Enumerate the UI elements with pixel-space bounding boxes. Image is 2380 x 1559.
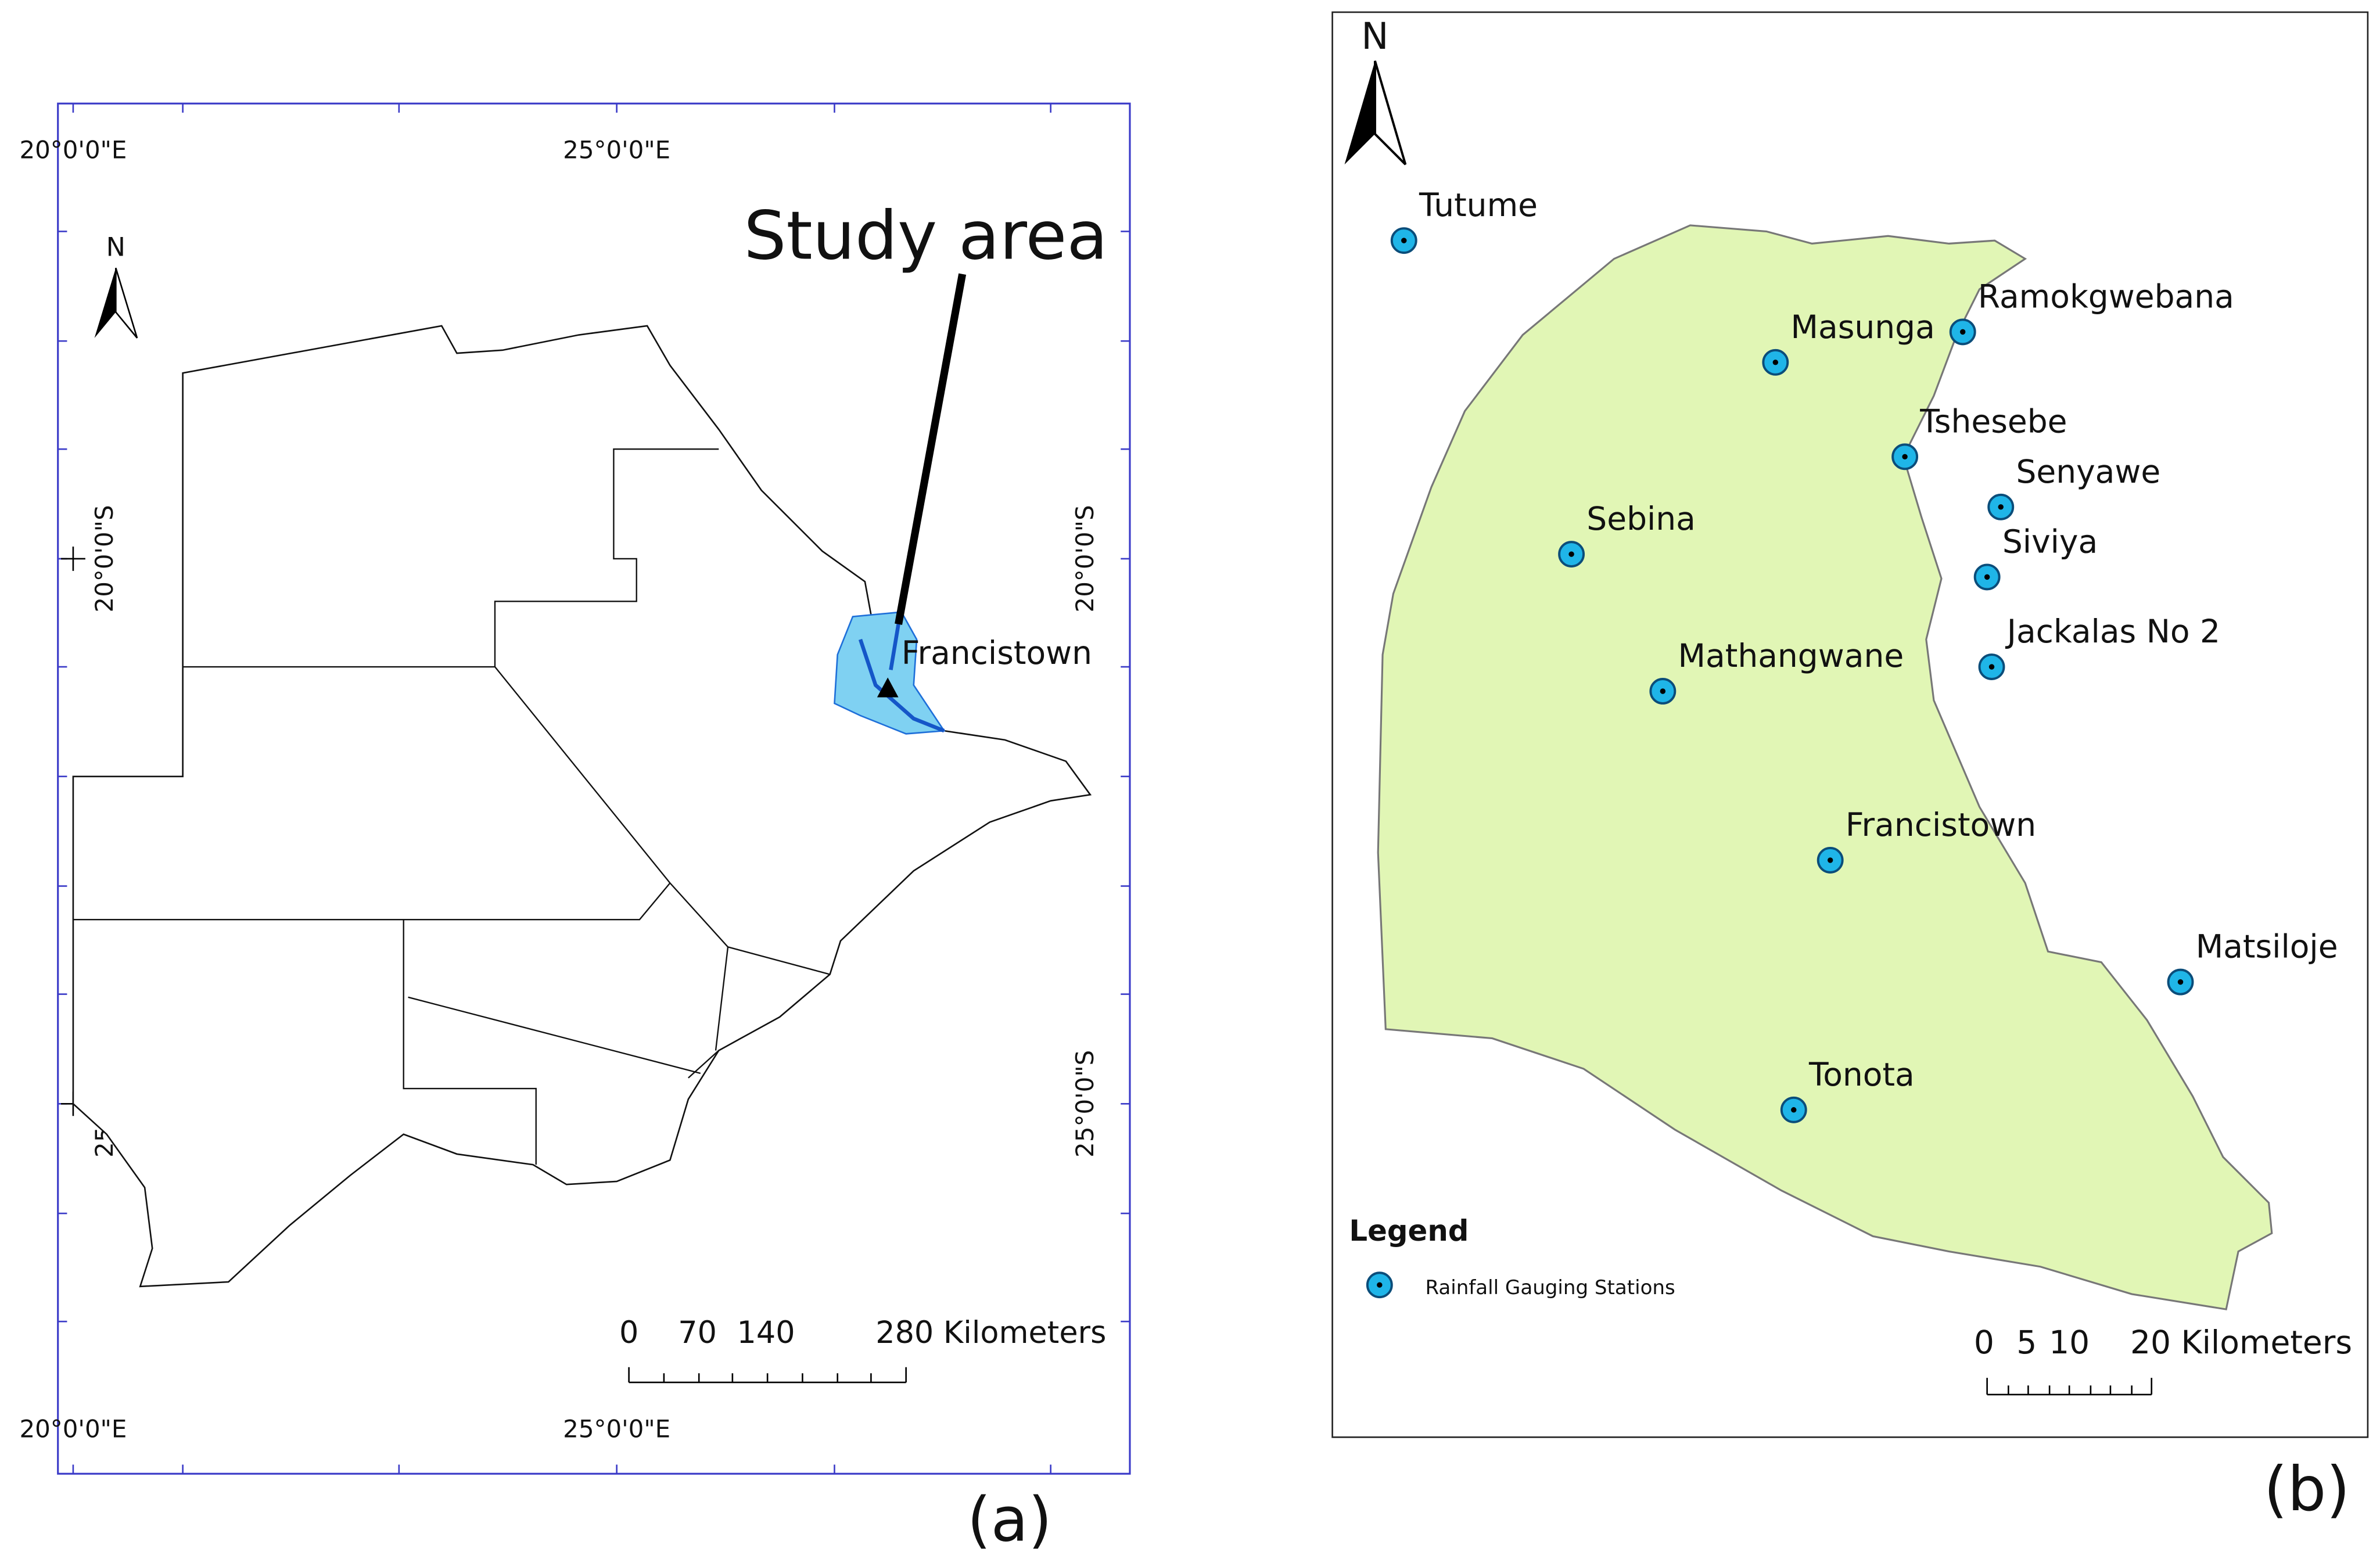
station-label: Tshesebe (1919, 403, 2067, 440)
station-label: Sebina (1586, 500, 1696, 537)
station-label: Masunga (1791, 308, 1935, 346)
station-marker-center (1984, 574, 1990, 580)
top-coordinate: 20°0'0"E (19, 136, 127, 164)
district-boundary (73, 448, 830, 1165)
left-coordinate: 20°0'0"S (90, 505, 119, 612)
station-marker-center (1377, 1282, 1383, 1288)
right-coordinate: 25°0'0"S (1071, 1050, 1099, 1158)
station-marker-center (1772, 360, 1779, 365)
station-label: Matsiloje (2196, 928, 2338, 965)
bottom-coordinate: 20°0'0"E (19, 1414, 127, 1443)
legend-item: Rainfall Gauging Stations (1425, 1276, 1675, 1299)
scale-label: 140 (737, 1315, 795, 1350)
station-marker-center (1959, 329, 1966, 335)
station-label: Mathangwane (1678, 637, 1904, 674)
north-label: N (1361, 15, 1388, 58)
station-label: Siviya (2002, 523, 2098, 560)
north-arrow (94, 268, 116, 338)
scale-label: 70 (678, 1315, 717, 1350)
graticule-cross (60, 546, 85, 571)
station-marker-center (1791, 1107, 1797, 1113)
scale-bar (1986, 1378, 2153, 1396)
top-coordinate: 25°0'0"E (563, 136, 670, 164)
scale-label: 10 (2049, 1324, 2090, 1361)
callout-line (895, 273, 967, 625)
station-marker-center (1902, 454, 1908, 460)
frame-a (57, 102, 1131, 1475)
north-arrow (1373, 60, 1407, 166)
scale-label: 0 (1974, 1324, 1994, 1361)
scale-label: 0 (619, 1315, 638, 1350)
callout-label: Study area (744, 197, 1108, 275)
catchment-area (1377, 224, 2273, 1310)
frame-b (1331, 11, 2369, 1438)
station-marker-center (1568, 551, 1574, 557)
scale-label: 20 Kilometers (2130, 1324, 2352, 1361)
right-coordinate: 20°0'0"S (1071, 505, 1099, 612)
bottom-coordinate: 25°0'0"E (563, 1414, 670, 1443)
scale-label: 5 (2016, 1324, 2037, 1361)
north-arrow (1344, 60, 1375, 165)
north-label: N (106, 232, 125, 262)
station-marker-center (1827, 857, 1833, 863)
station-label: Jackalas No 2 (2005, 613, 2220, 650)
station-label: Senyawe (2016, 453, 2160, 490)
station-label: Ramokgwebana (1978, 278, 2234, 315)
scale-bar (628, 1367, 907, 1384)
station-label: Tutume (1419, 186, 1538, 224)
station-marker-center (1660, 688, 1666, 694)
station-marker-center (1401, 238, 1407, 243)
caption: (b) (2264, 1454, 2350, 1525)
town-label: Francistown (902, 634, 1092, 671)
station-label: Francistown (1846, 806, 2036, 843)
north-arrow (115, 267, 138, 339)
station-marker-center (2177, 979, 2184, 985)
legend-title: Legend (1349, 1214, 1469, 1248)
town-marker (877, 677, 899, 698)
station-marker-center (1988, 664, 1995, 670)
scale-label: 280 Kilometers (875, 1315, 1106, 1350)
station-marker-center (1998, 504, 2004, 510)
study-area-rivers (858, 624, 945, 733)
caption: (a) (967, 1485, 1052, 1556)
station-label: Tonota (1808, 1056, 1915, 1093)
country-outline (72, 325, 1092, 1288)
